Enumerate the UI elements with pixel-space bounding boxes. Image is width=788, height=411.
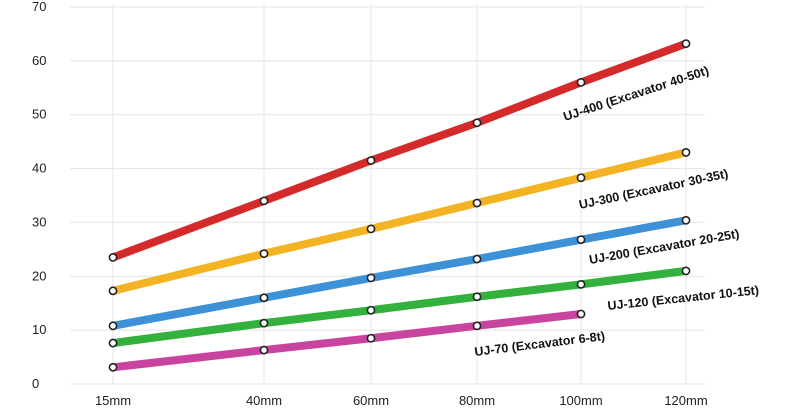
data-point — [108, 362, 118, 372]
data-point — [259, 345, 269, 355]
y-tick-label: 60 — [32, 53, 46, 68]
data-point — [108, 253, 118, 262]
data-point — [681, 148, 691, 157]
y-tick-label: 20 — [32, 268, 46, 283]
data-point — [472, 198, 482, 208]
data-point — [576, 309, 586, 319]
y-tick-label: 30 — [32, 214, 46, 229]
series-layer — [108, 39, 691, 372]
y-tick-label: 0 — [32, 376, 39, 391]
x-tick-label: 100mm — [559, 393, 602, 408]
data-point — [472, 321, 482, 331]
x-tick-label: 60mm — [353, 393, 389, 408]
y-tick-label: 50 — [32, 107, 46, 122]
series — [108, 309, 586, 372]
y-axis-ticks: 0 10 20 30 40 50 60 70 — [32, 0, 46, 391]
y-tick-label: 70 — [32, 0, 46, 14]
data-point — [366, 305, 376, 315]
data-point — [108, 286, 118, 296]
y-tick-label: 10 — [32, 322, 46, 337]
series — [108, 39, 691, 262]
y-tick-label: 40 — [32, 161, 46, 176]
data-point — [366, 273, 376, 283]
data-point — [576, 78, 586, 87]
data-point — [259, 196, 269, 206]
data-point — [472, 118, 482, 128]
series-line — [109, 266, 690, 348]
data-point — [259, 293, 269, 303]
data-point — [366, 224, 376, 234]
series — [108, 148, 691, 296]
data-point — [576, 279, 586, 289]
series-line — [109, 39, 690, 262]
data-point — [681, 39, 691, 49]
data-point — [366, 156, 376, 165]
data-point — [472, 254, 482, 264]
x-tick-label: 80mm — [459, 393, 495, 408]
series-line — [109, 148, 690, 295]
x-tick-label: 120mm — [664, 393, 707, 408]
data-point — [576, 173, 586, 183]
series — [108, 215, 691, 331]
series — [108, 266, 691, 348]
data-point — [576, 235, 586, 245]
series-line — [109, 216, 690, 330]
x-tick-label: 15mm — [95, 393, 131, 408]
data-point — [366, 333, 376, 343]
grid-layer — [70, 4, 705, 385]
series-label: UJ-120 (Excavator 10-15t) — [607, 283, 760, 313]
data-point — [259, 249, 269, 259]
data-point — [259, 318, 269, 328]
data-point — [108, 338, 118, 348]
data-point — [681, 215, 691, 225]
data-point — [108, 321, 118, 331]
x-tick-label: 40mm — [246, 393, 282, 408]
data-point — [472, 292, 482, 302]
series-label: UJ-70 (Excavator 6-8t) — [474, 329, 606, 359]
data-point — [681, 266, 691, 276]
x-axis-ticks: 15mm 40mm 60mm 80mm 100mm 120mm — [95, 393, 708, 408]
